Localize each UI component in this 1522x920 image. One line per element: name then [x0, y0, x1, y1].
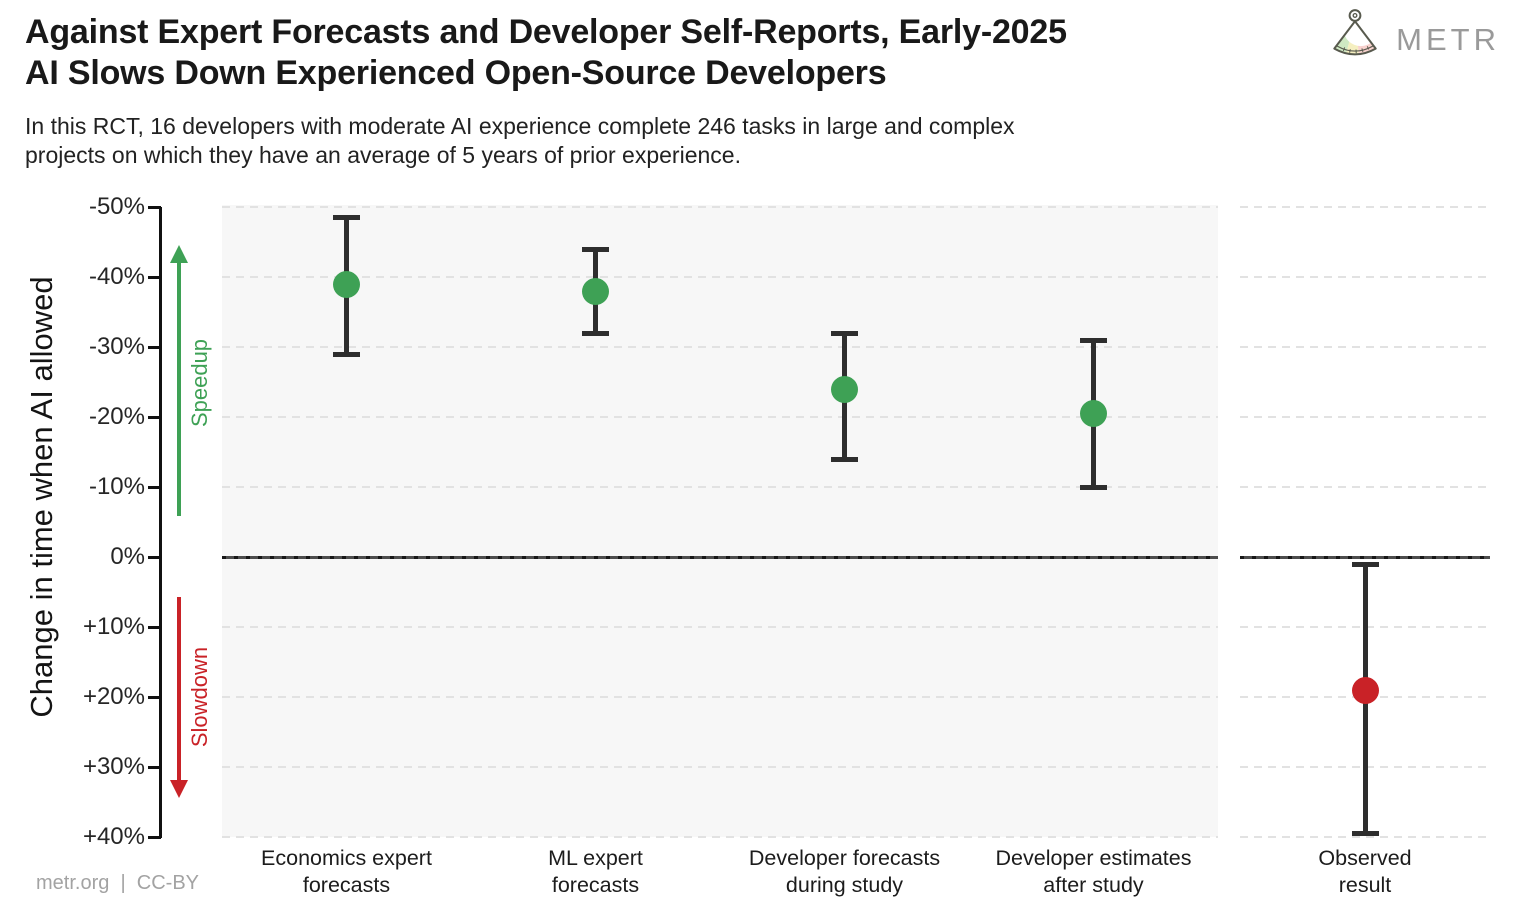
y-tick-label: +30%: [82, 753, 145, 780]
error-bar-cap: [333, 351, 360, 357]
category-label-line: forecasts: [551, 873, 640, 897]
y-tick-label: -50%: [88, 193, 145, 220]
y-tick-mark: [148, 625, 161, 629]
category-label: Developer forecasts during study: [705, 845, 985, 899]
figure-title: Against Expert Forecasts and Developer S…: [25, 12, 1067, 94]
y-tick-mark: [148, 415, 161, 419]
category-label-line: after study: [1043, 873, 1144, 897]
gridline: [1240, 276, 1490, 278]
category-label-line: Economics expert: [261, 846, 432, 870]
data-point-marker: [1351, 676, 1379, 704]
y-tick-mark: [148, 275, 161, 279]
data-point-marker: [333, 270, 360, 298]
y-tick-mark: [148, 555, 161, 559]
attribution: metr.org | CC-BY: [36, 872, 200, 894]
y-tick-label: -10%: [88, 473, 145, 500]
category-label-line: forecasts: [302, 873, 391, 897]
brand-wordmark: METR: [1396, 21, 1500, 57]
error-bar-cap: [1080, 484, 1107, 490]
error-bar-cap: [333, 215, 360, 220]
metr-pendulum-logo-icon: [1326, 6, 1384, 73]
category-label: Developer estimates after study: [954, 845, 1234, 899]
y-tick-mark: [148, 345, 161, 349]
gridline: [1240, 486, 1490, 488]
gridline: [222, 416, 1218, 418]
category-label-line: Observed: [1318, 846, 1412, 870]
data-point-marker: [582, 277, 609, 305]
zero-baseline: [1240, 555, 1490, 559]
gridline: [1240, 206, 1490, 208]
figure-subtitle: In this RCT, 16 developers with moderate…: [25, 112, 1015, 170]
slowdown-arrow-head-icon: [170, 780, 188, 798]
y-tick-label: -40%: [88, 263, 145, 290]
gridline: [222, 276, 1218, 278]
gridline: [222, 626, 1218, 628]
category-label: Observed result: [1225, 845, 1505, 899]
zero-baseline: [222, 555, 1218, 559]
gridline: [1240, 416, 1490, 418]
data-point-marker: [1080, 400, 1107, 427]
category-label-line: Developer estimates: [995, 846, 1192, 870]
gridline: [222, 696, 1218, 698]
gridline: [1240, 346, 1490, 348]
error-bar-cap: [582, 330, 609, 336]
brand-lockup: METR: [1326, 6, 1500, 73]
gridline: [222, 206, 1218, 208]
slowdown-arrow-shaft: [177, 597, 181, 781]
figure-subtitle-line1: In this RCT, 16 developers with moderate…: [25, 113, 1015, 139]
y-axis-line: [159, 207, 162, 838]
plot-panel-forecasts: [222, 205, 1218, 837]
figure-subtitle-line2: projects on which they have an average o…: [25, 142, 741, 168]
error-bar-cap: [831, 456, 858, 462]
speedup-arrow-shaft: [177, 262, 181, 516]
gridline: [222, 486, 1218, 488]
category-label-line: ML expert: [548, 846, 643, 870]
error-bar-cap: [1351, 831, 1379, 836]
gridline: [222, 836, 1218, 838]
category-label: ML expert forecasts: [456, 845, 736, 899]
y-tick-label: +40%: [82, 823, 145, 850]
y-tick-mark: [148, 695, 161, 699]
speedup-arrow-head-icon: [170, 245, 188, 263]
error-bar-cap: [831, 330, 858, 336]
figure-title-line1: Against Expert Forecasts and Developer S…: [25, 13, 1067, 51]
data-point-marker: [831, 375, 858, 403]
y-tick-label: +10%: [82, 613, 145, 640]
category-label-line: result: [1338, 873, 1392, 897]
slowdown-annotation: Slowdown: [187, 646, 212, 748]
gridline: [222, 346, 1218, 348]
y-tick-mark: [148, 205, 161, 209]
gridline: [1240, 836, 1490, 838]
figure-title-line2: AI Slows Down Experienced Open-Source De…: [25, 54, 887, 92]
y-tick-mark: [148, 835, 161, 839]
speedup-annotation: Speedup: [187, 338, 212, 428]
y-tick-label: -30%: [88, 333, 145, 360]
error-bar-cap: [1351, 561, 1379, 567]
error-bar-cap: [582, 246, 609, 252]
y-tick-label: +20%: [82, 683, 145, 710]
category-label-line: Developer forecasts: [748, 846, 941, 870]
category-label-line: during study: [785, 873, 904, 897]
error-bar-cap: [1080, 337, 1107, 343]
y-tick-mark: [148, 765, 161, 769]
category-label: Economics expert forecasts: [207, 845, 487, 899]
y-tick-mark: [148, 485, 161, 489]
gridline: [222, 766, 1218, 768]
y-tick-label: 0%: [110, 543, 145, 570]
y-tick-label: -20%: [88, 403, 145, 430]
